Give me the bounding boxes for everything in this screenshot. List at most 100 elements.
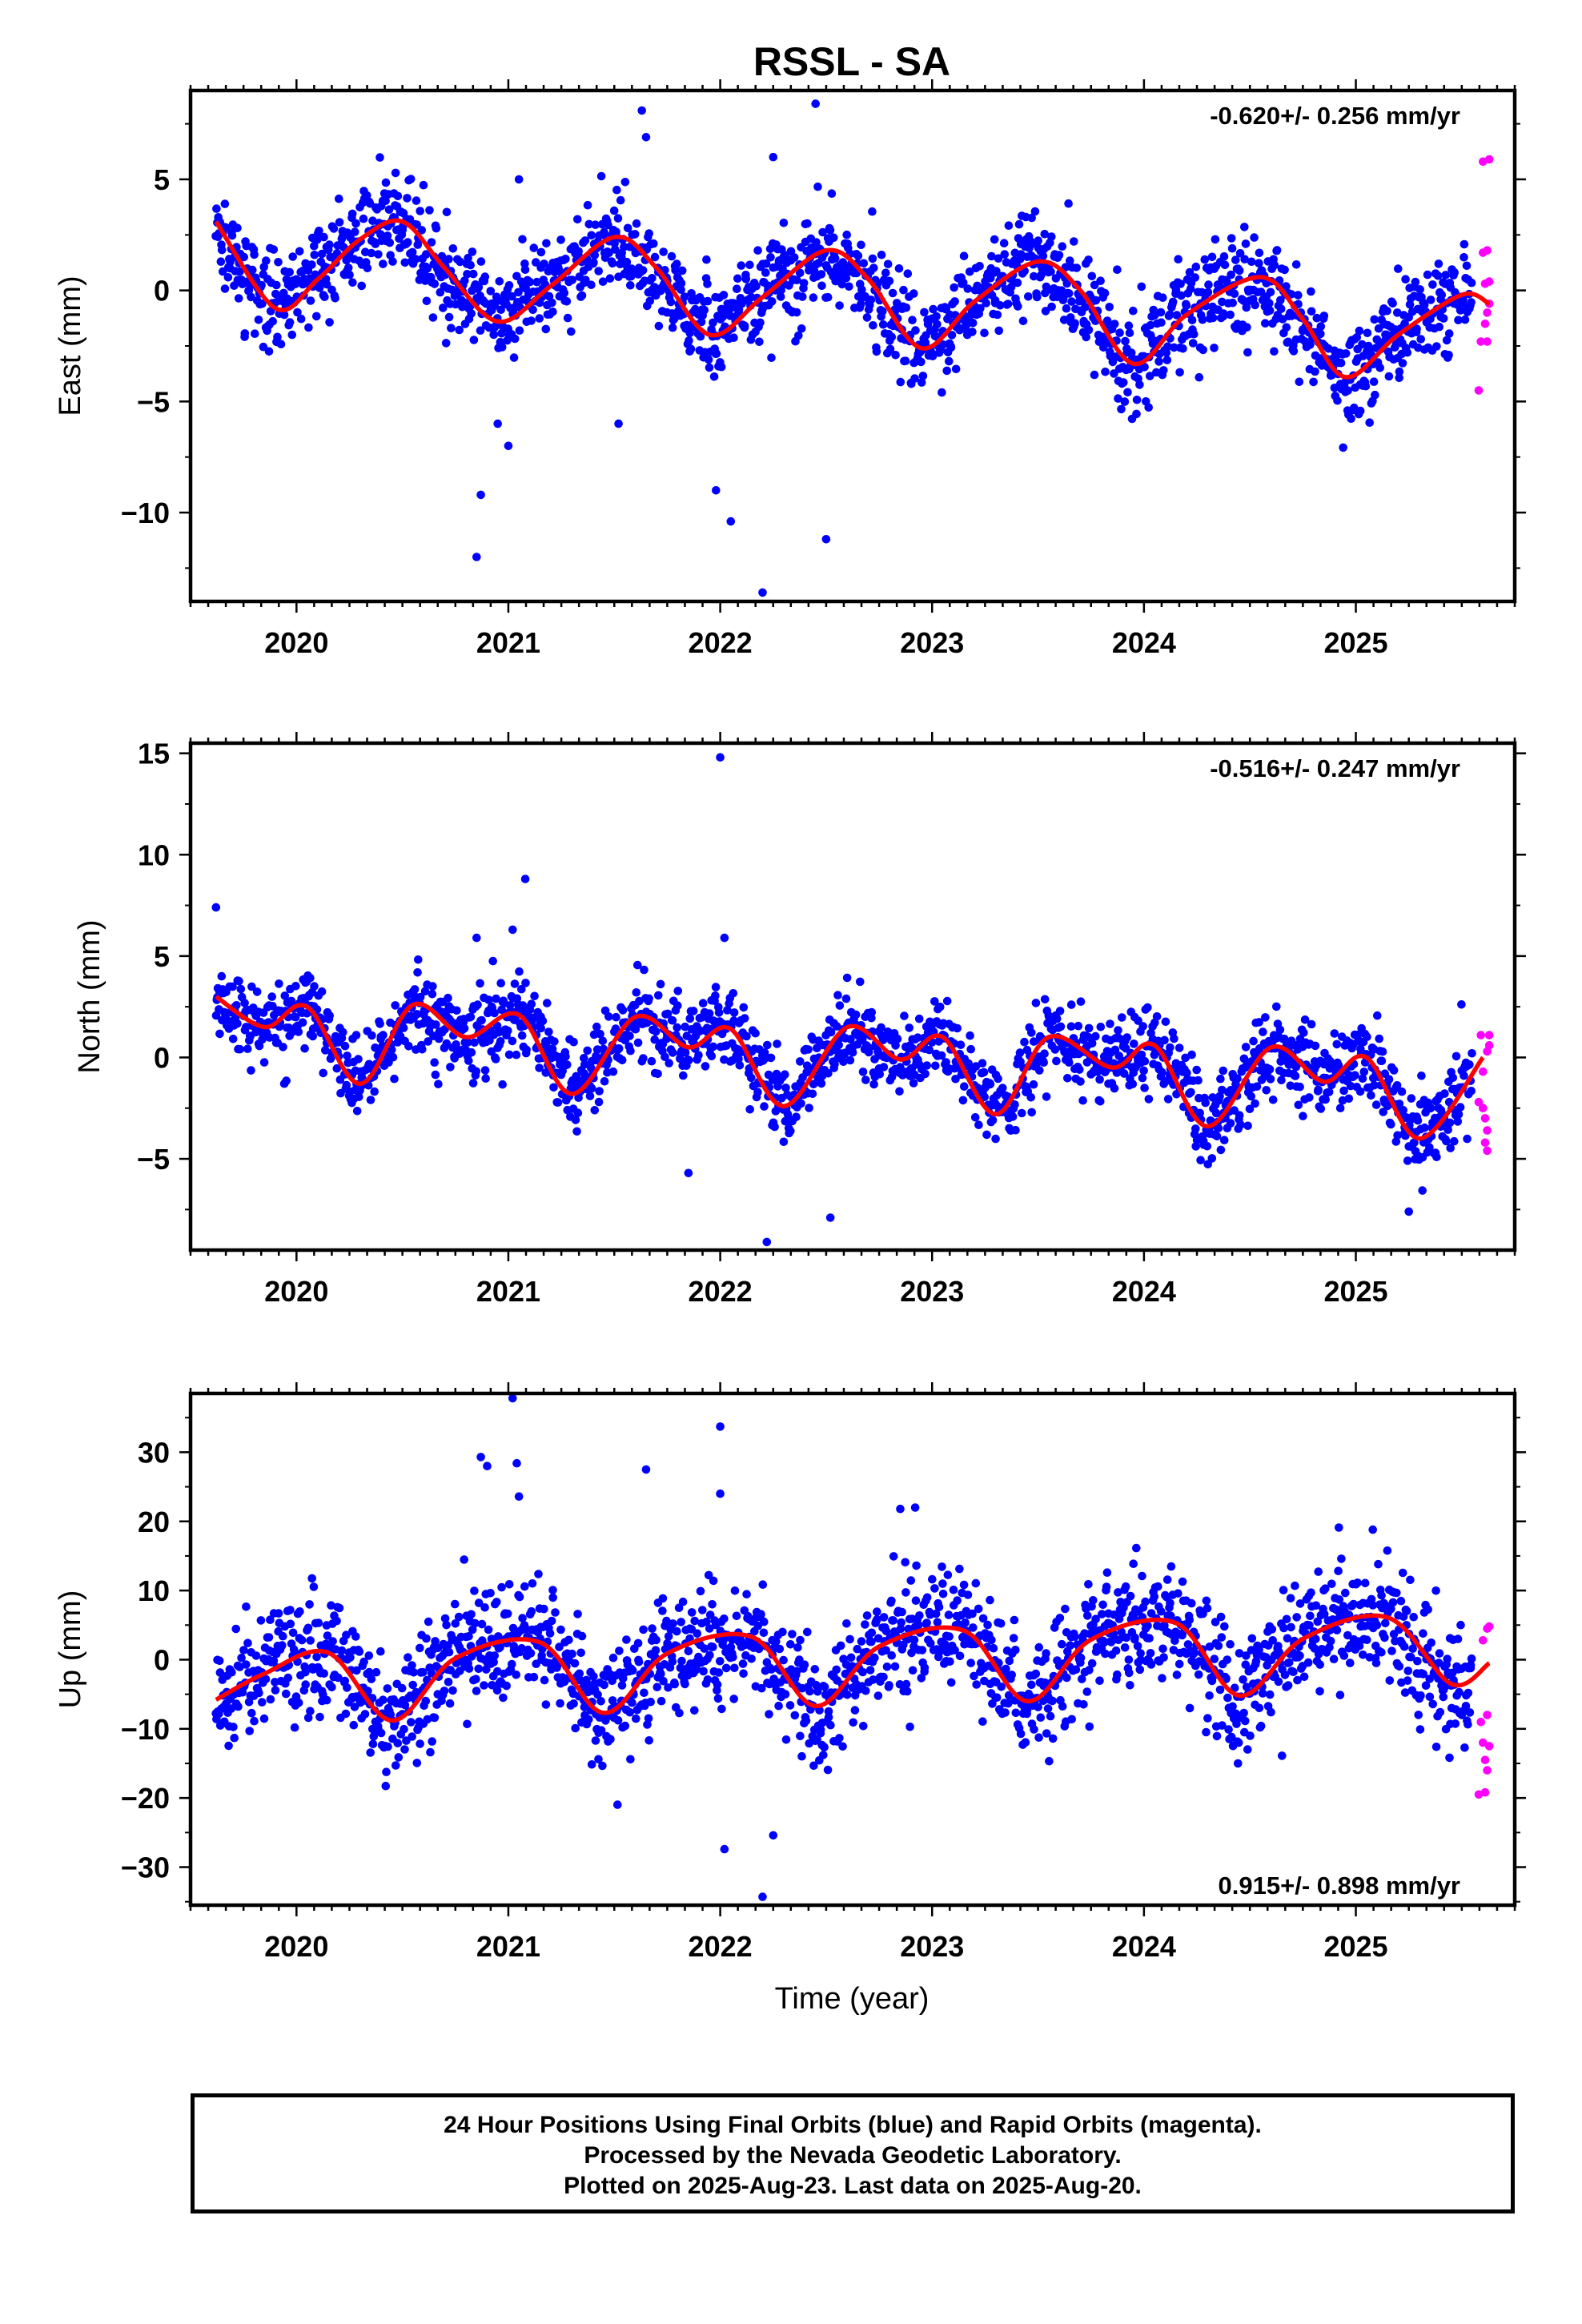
- final-point: [1137, 1050, 1146, 1059]
- final-point: [355, 1647, 364, 1656]
- final-point: [1454, 1110, 1464, 1119]
- final-point: [1239, 1054, 1249, 1063]
- final-point: [1187, 316, 1197, 325]
- final-point: [325, 318, 334, 327]
- final-point: [1000, 250, 1010, 259]
- final-point: [1230, 289, 1239, 299]
- final-point: [341, 1709, 351, 1719]
- final-point: [379, 1695, 387, 1704]
- final-point: [548, 1593, 557, 1602]
- final-point: [323, 1631, 332, 1640]
- final-point: [227, 1667, 236, 1677]
- final-point: [503, 1609, 512, 1618]
- final-point: [1066, 1000, 1076, 1009]
- final-point: [472, 1675, 480, 1683]
- final-point: [659, 1676, 668, 1686]
- final-point: [709, 318, 717, 328]
- final-point: [1262, 1086, 1271, 1095]
- final-point: [1039, 1058, 1048, 1067]
- final-point: [363, 191, 371, 200]
- final-point: [721, 1663, 731, 1673]
- final-point: [687, 289, 696, 298]
- final-point: [1251, 1099, 1259, 1108]
- final-point: [279, 1043, 287, 1051]
- final-point: [298, 1018, 307, 1027]
- final-point: [1419, 300, 1429, 310]
- final-point: [953, 1023, 962, 1033]
- final-point: [1255, 259, 1263, 268]
- final-point: [887, 1596, 896, 1606]
- data-layer: [211, 753, 1494, 1247]
- final-point: [778, 1627, 787, 1637]
- final-point: [301, 1667, 310, 1677]
- final-point: [569, 1037, 578, 1047]
- rapid-point: [1480, 320, 1490, 328]
- final-point: [1247, 1092, 1255, 1101]
- final-point: [633, 960, 642, 970]
- final-point: [1075, 1065, 1084, 1074]
- final-point: [1218, 1085, 1227, 1095]
- final-point: [518, 1001, 528, 1010]
- final-point: [890, 1662, 900, 1671]
- final-point: [480, 272, 490, 281]
- final-point: [248, 265, 257, 275]
- final-point: [1118, 1013, 1126, 1022]
- final-point: [564, 1635, 573, 1645]
- final-point: [713, 1694, 723, 1703]
- final-point: [877, 251, 886, 259]
- x-tick-label: 2022: [689, 626, 753, 659]
- final-point: [545, 1629, 555, 1638]
- final-point: [1196, 1156, 1205, 1164]
- final-point: [928, 352, 938, 361]
- plot-frame: [188, 88, 1517, 604]
- final-point: [1182, 301, 1191, 310]
- final-point: [1240, 223, 1249, 231]
- final-point: [1395, 1100, 1404, 1108]
- final-point: [252, 987, 262, 996]
- final-point: [512, 1671, 520, 1679]
- final-point: [233, 223, 242, 233]
- final-point: [872, 347, 881, 356]
- final-point: [232, 1001, 241, 1010]
- final-point: [824, 1069, 833, 1078]
- final-point: [1426, 1104, 1435, 1112]
- final-point: [274, 258, 283, 267]
- final-point: [810, 1665, 820, 1674]
- final-point: [714, 1008, 724, 1017]
- final-point: [656, 1670, 665, 1679]
- final-point: [508, 1659, 516, 1669]
- final-point: [685, 1055, 693, 1065]
- final-point: [424, 1617, 433, 1626]
- final-point: [951, 1075, 960, 1084]
- final-point: [1462, 261, 1472, 271]
- final-point: [1004, 221, 1014, 231]
- final-point: [888, 288, 897, 298]
- final-point: [700, 305, 709, 315]
- final-point: [987, 251, 996, 261]
- final-point: [276, 340, 286, 349]
- final-point: [1070, 237, 1078, 246]
- final-point: [873, 1607, 881, 1616]
- final-point: [709, 1642, 717, 1651]
- final-point: [705, 1009, 714, 1018]
- final-point: [571, 1116, 580, 1124]
- final-point: [1445, 1118, 1455, 1128]
- final-point: [757, 1683, 766, 1693]
- final-point: [497, 1582, 506, 1592]
- final-point: [386, 1710, 396, 1719]
- final-point: [464, 1664, 474, 1673]
- final-point: [369, 1732, 379, 1741]
- y-tick-label: 5: [154, 163, 170, 196]
- final-point: [583, 1046, 592, 1055]
- final-point: [632, 988, 641, 997]
- final-point: [956, 1040, 966, 1049]
- final-point: [866, 296, 876, 304]
- final-point: [1042, 282, 1051, 292]
- y-tick-label: 5: [154, 940, 170, 973]
- final-point: [596, 171, 606, 181]
- final-point: [639, 1625, 648, 1634]
- final-point: [1113, 265, 1122, 275]
- final-point: [1122, 1033, 1131, 1042]
- final-point: [622, 1635, 631, 1644]
- final-point: [633, 1638, 643, 1648]
